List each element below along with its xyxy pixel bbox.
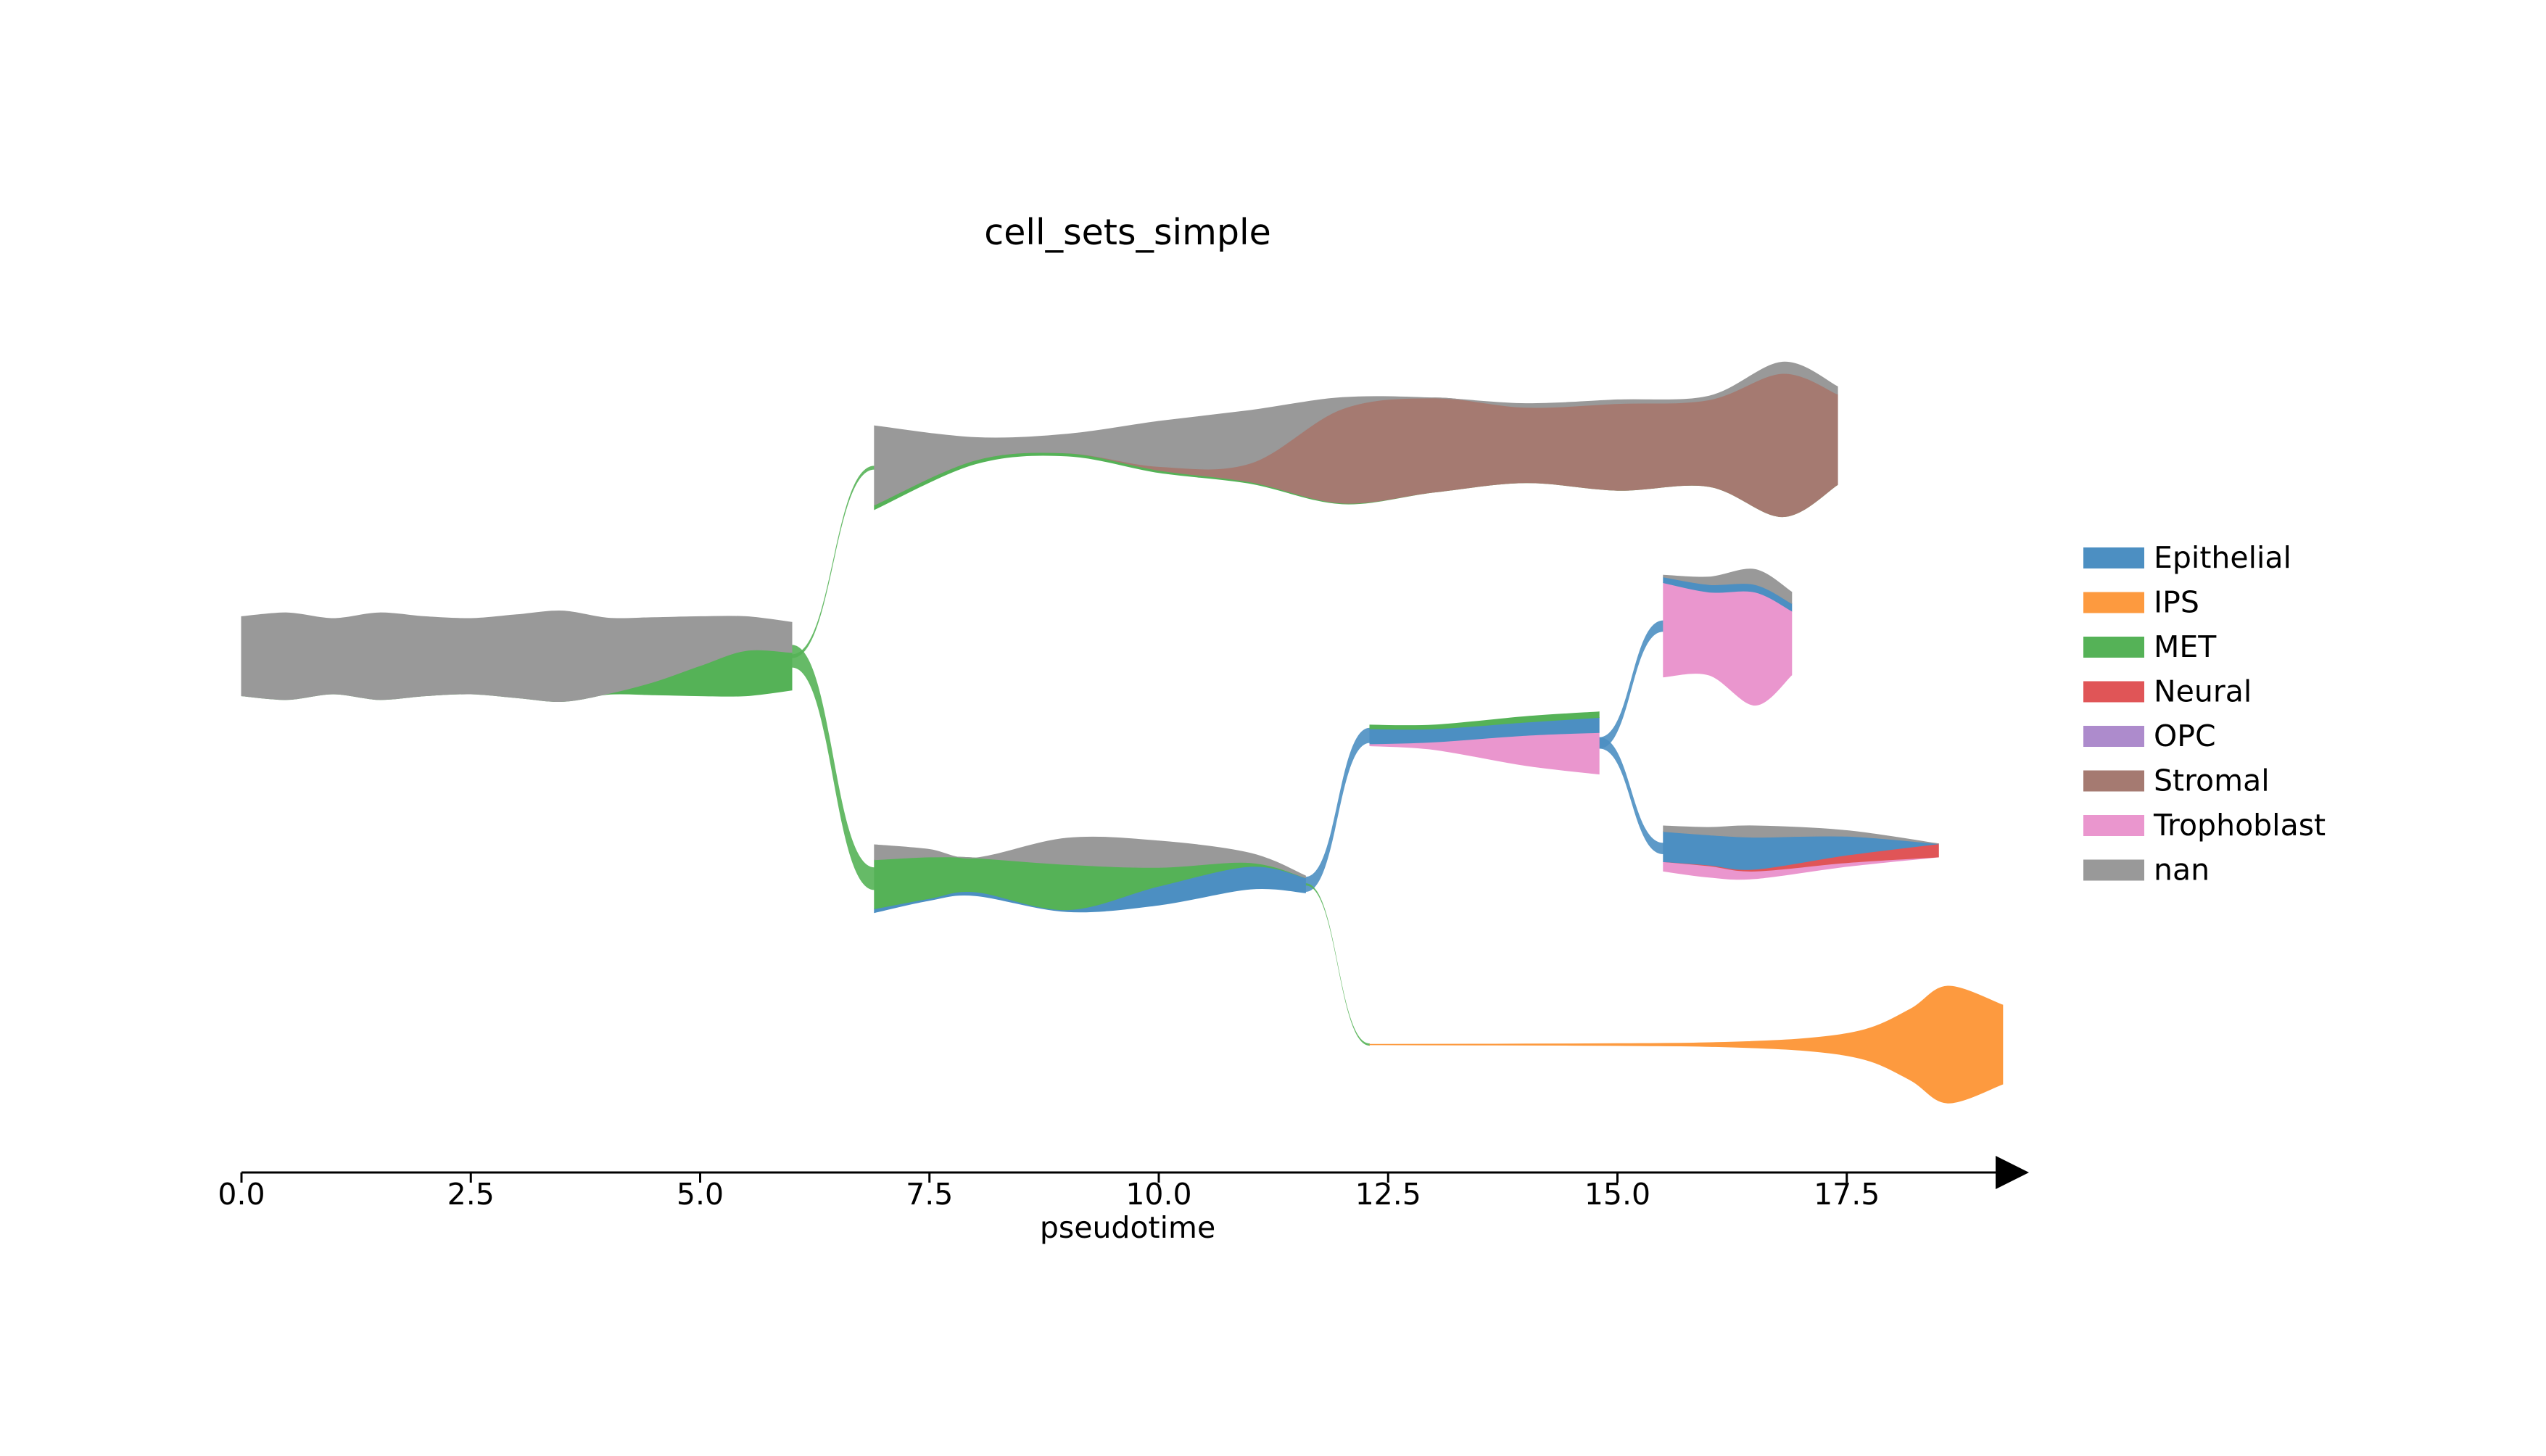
- chart-title: cell_sets_simple: [984, 212, 1270, 253]
- legend-swatch-neural: [2083, 681, 2144, 703]
- legend-swatch-stromal: [2083, 770, 2144, 792]
- x-tick-label: 2.5: [447, 1177, 495, 1212]
- legend-label-trophoblast: Trophoblast: [2153, 808, 2326, 843]
- x-tick-label: 7.5: [906, 1177, 953, 1212]
- legend-swatch-nan: [2083, 859, 2144, 881]
- stream-bottom-ips: [1369, 985, 2004, 1104]
- legend-label-nan: nan: [2154, 853, 2210, 888]
- x-tick-label: 17.5: [1814, 1177, 1880, 1212]
- connector-4: [1599, 620, 1663, 749]
- stream-root-nan: [241, 611, 793, 703]
- legend-label-met: MET: [2154, 629, 2217, 664]
- x-tick-label: 15.0: [1584, 1177, 1650, 1212]
- legend-swatch-ips: [2083, 592, 2144, 613]
- x-tick-label: 5.0: [677, 1177, 724, 1212]
- stream-area: [241, 361, 2004, 1104]
- x-tick-label: 10.0: [1125, 1177, 1191, 1212]
- legend-label-opc: OPC: [2154, 719, 2216, 753]
- x-tick-label: 0.0: [218, 1177, 265, 1212]
- stream-mid-upper-nan: [1663, 568, 1793, 605]
- x-axis-label: pseudotime: [1040, 1210, 1215, 1245]
- stream-mid-lower-nan: [1663, 825, 1939, 845]
- connector-2: [1305, 727, 1370, 892]
- stream-mid-met: [1369, 711, 1600, 730]
- legend-label-neural: Neural: [2154, 674, 2252, 709]
- x-axis: 0.0 2.5 5.0 7.5 10.0 12.5 15.0 17.5 pseudotime: [218, 1156, 2029, 1245]
- legend-swatch-epithelial: [2083, 547, 2144, 568]
- connector-1: [792, 645, 875, 890]
- connector-3: [1305, 883, 1370, 1046]
- stream-upper-nan: [874, 361, 1838, 506]
- stream-mid-upper-trophoblast: [1663, 582, 1793, 706]
- stream-lower-nan: [874, 836, 1306, 879]
- legend-swatch-met: [2083, 637, 2144, 658]
- legend-label-ips: IPS: [2154, 585, 2199, 620]
- x-axis-arrow-icon: [1996, 1156, 2029, 1189]
- legend-swatch-trophoblast: [2083, 815, 2144, 836]
- legend: Epithelial IPS MET Neural OPC Stromal Trophobl…: [2083, 540, 2326, 888]
- x-tick-label: 12.5: [1355, 1177, 1421, 1212]
- connector-0: [792, 466, 875, 658]
- connector-5: [1599, 737, 1663, 854]
- legend-label-stromal: Stromal: [2154, 764, 2270, 798]
- legend-swatch-opc: [2083, 726, 2144, 747]
- legend-label-epithelial: Epithelial: [2154, 540, 2291, 575]
